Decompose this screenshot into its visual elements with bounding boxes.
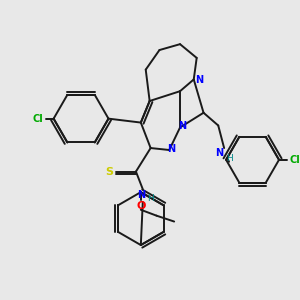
Text: N: N <box>215 148 223 158</box>
Text: H: H <box>226 154 232 163</box>
Text: H: H <box>147 194 154 203</box>
Text: N: N <box>167 144 175 154</box>
Text: Cl: Cl <box>289 155 300 165</box>
Text: N: N <box>196 75 204 85</box>
Text: N: N <box>137 190 145 200</box>
Text: O: O <box>136 201 146 211</box>
Text: S: S <box>106 167 113 177</box>
Text: Cl: Cl <box>33 114 43 124</box>
Text: N: N <box>178 122 186 131</box>
